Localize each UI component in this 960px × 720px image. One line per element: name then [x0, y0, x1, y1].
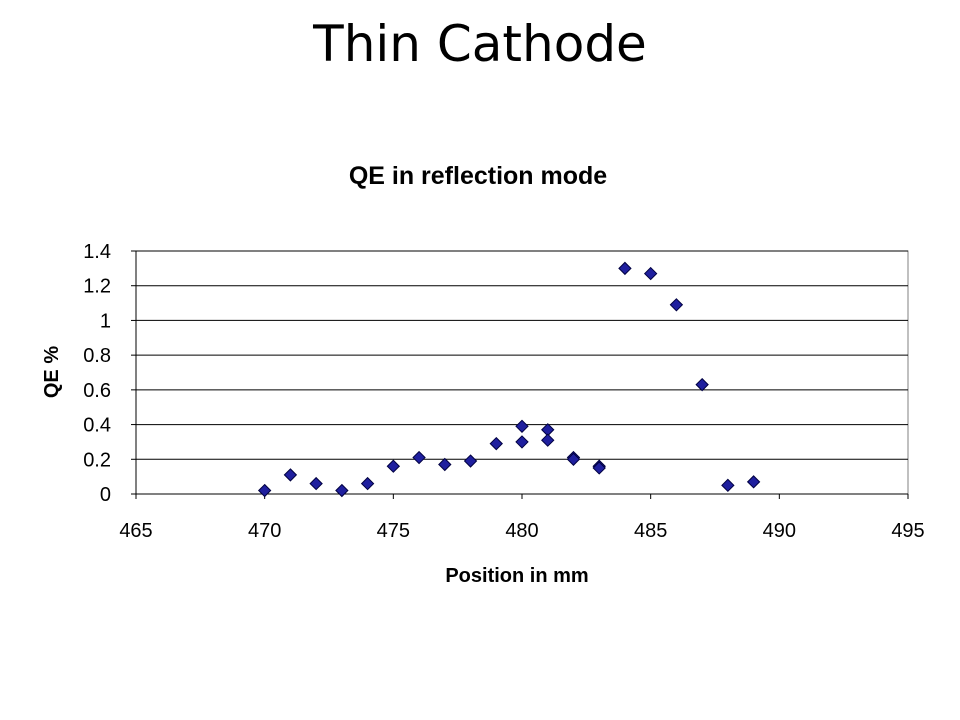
- data-point: [463, 454, 478, 468]
- data-point: [412, 450, 426, 465]
- y-tick-label: 0: [100, 484, 111, 506]
- data-point: [309, 476, 323, 491]
- data-point: [515, 435, 529, 449]
- y-tick-label: 0.4: [83, 415, 111, 437]
- x-tick-label: 475: [377, 520, 410, 542]
- y-tick-labels: 0 0.2 0.4 0.6 0.8 1 1.2 1.4: [83, 241, 111, 506]
- data-point: [335, 483, 349, 498]
- y-tick-label: 0.2: [83, 449, 111, 471]
- data-point: [515, 419, 529, 434]
- x-tick-label: 480: [505, 520, 538, 542]
- data-point: [283, 468, 298, 482]
- x-tick-label: 485: [634, 520, 667, 542]
- y-tick-label: 0.8: [83, 345, 111, 367]
- x-tick-label: 495: [891, 520, 924, 542]
- data-point: [592, 461, 606, 475]
- y-axis-label: QE %: [41, 346, 63, 398]
- data-point: [438, 457, 452, 472]
- y-tick-label: 0.6: [83, 380, 111, 402]
- x-tick-labels: 465 470 475 480 485 490 495: [119, 520, 924, 542]
- data-point: [669, 298, 684, 312]
- chart-title: QE in reflection mode: [349, 162, 607, 190]
- data-point: [257, 483, 272, 498]
- y-tick-label: 1: [100, 310, 111, 332]
- x-axis-label: Position in mm: [445, 565, 588, 587]
- plot-area: [135, 250, 909, 495]
- x-tick-label: 490: [763, 520, 796, 542]
- data-point: [360, 476, 375, 491]
- slide-title: Thin Cathode: [313, 15, 647, 73]
- data-points: [257, 261, 761, 498]
- x-tick-label: 465: [119, 520, 152, 542]
- data-point: [746, 475, 761, 489]
- data-point: [695, 377, 709, 392]
- data-point: [566, 452, 581, 466]
- data-point: [386, 459, 401, 473]
- y-tick-label: 1.2: [83, 276, 111, 298]
- x-tick-label: 470: [248, 520, 281, 542]
- y-tick-label: 1.4: [83, 241, 111, 263]
- data-point: [618, 261, 632, 276]
- data-point: [721, 478, 735, 493]
- data-point: [489, 436, 503, 451]
- data-point: [643, 266, 658, 281]
- data-point: [541, 433, 555, 447]
